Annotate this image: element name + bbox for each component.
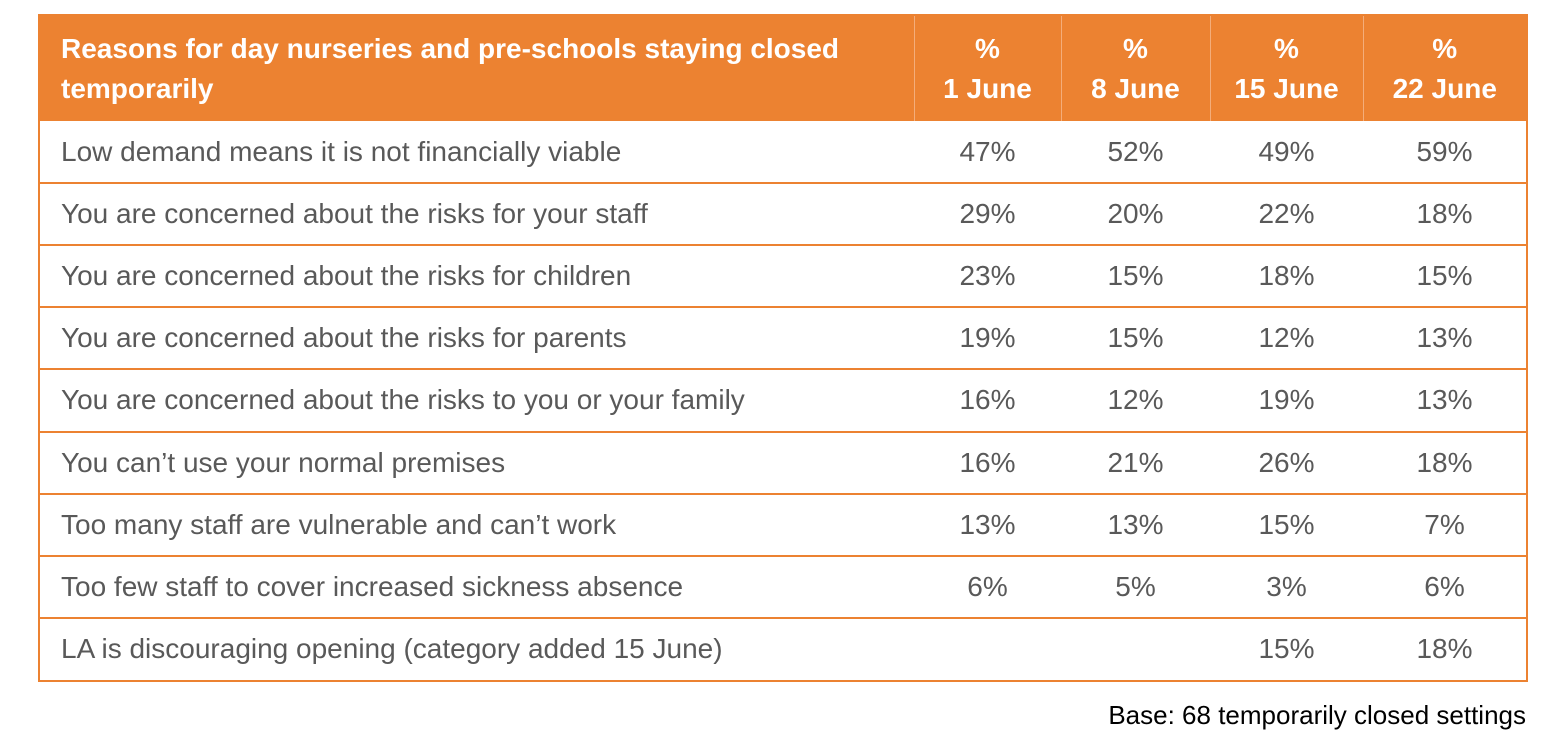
reason-cell: Too many staff are vulnerable and can’t … — [40, 492, 914, 556]
header-unit: % — [1432, 32, 1458, 64]
value-cell: 13% — [914, 492, 1061, 556]
value-cell: 12% — [1210, 306, 1363, 370]
reason-cell: You can’t use your normal premises — [40, 430, 914, 494]
value-cell: 3% — [1210, 554, 1363, 618]
header-row: Reasons for day nurseries and pre-school… — [40, 16, 1526, 121]
reason-cell: Too few staff to cover increased sicknes… — [40, 554, 914, 618]
value-cell: 6% — [1363, 554, 1526, 618]
reason-cell: You are concerned about the risks for ch… — [40, 244, 914, 308]
header-unit: % — [1123, 32, 1148, 64]
value-cell: 22% — [1210, 182, 1363, 246]
table-row: Too few staff to cover increased sicknes… — [40, 554, 1526, 618]
value-cell: 13% — [1363, 368, 1526, 432]
value-cell: 7% — [1363, 492, 1526, 556]
value-cell: 15% — [1061, 306, 1210, 370]
value-cell: 52% — [1107, 135, 1164, 167]
value-cell — [914, 616, 1061, 680]
reason-cell: You are concerned about the risks for yo… — [40, 182, 914, 246]
header-date: 15 June — [1234, 72, 1339, 104]
header-reason-line1: Reasons for day nurseries and pre-school… — [61, 32, 840, 64]
reason-cell: LA is discouraging opening (category add… — [40, 616, 914, 680]
header-date: 8 June — [1091, 72, 1180, 104]
table-row: Low demand means it is not financially v… — [40, 121, 1526, 183]
value-cell: 19% — [914, 306, 1061, 370]
value-cell: 26% — [1210, 430, 1363, 494]
reasons-table-grid: Reasons for day nurseries and pre-school… — [40, 16, 1526, 680]
value-cell: 29% — [914, 182, 1061, 246]
header-date: 22 June — [1392, 72, 1497, 104]
reason-cell: You are concerned about the risks to you… — [40, 368, 914, 432]
table-row: You are concerned about the risks to you… — [40, 368, 1526, 432]
header-reason: Reasons for day nurseries and pre-school… — [40, 16, 914, 121]
value-cell: 15% — [1210, 492, 1363, 556]
table-row: You are concerned about the risks for ch… — [40, 244, 1526, 308]
value-cell: 16% — [914, 430, 1061, 494]
base-footnote: Base: 68 temporarily closed settings — [1108, 700, 1526, 730]
table-row: You are concerned about the risks for yo… — [40, 182, 1526, 246]
value-cell: 13% — [1363, 306, 1526, 370]
value-cell: 18% — [1363, 182, 1526, 246]
value-cell: 13% — [1061, 492, 1210, 556]
value-cell: 12% — [1061, 368, 1210, 432]
table-header: Reasons for day nurseries and pre-school… — [40, 16, 1526, 121]
value-cell: 47% — [959, 135, 1016, 167]
header-date: 1 June — [943, 72, 1032, 104]
value-cell: 18% — [1363, 430, 1526, 494]
value-cell: 59% — [1416, 135, 1473, 167]
value-cell: 20% — [1061, 182, 1210, 246]
header-date-1: % 1 June — [913, 16, 1061, 121]
header-reason-line2: temporarily — [61, 72, 214, 104]
header-date-2: % 8 June — [1060, 16, 1210, 121]
value-cell: 15% — [1210, 616, 1363, 680]
reason-cell: Low demand means it is not financially v… — [61, 135, 622, 167]
reasons-table: Reasons for day nurseries and pre-school… — [38, 14, 1528, 682]
table-row: LA is discouraging opening (category add… — [40, 616, 1526, 680]
value-cell: 19% — [1210, 368, 1363, 432]
value-cell: 18% — [1210, 244, 1363, 308]
table-row: You are concerned about the risks for pa… — [40, 306, 1526, 370]
value-cell: 15% — [1363, 244, 1526, 308]
header-date-4: % 22 June — [1362, 16, 1526, 121]
value-cell: 15% — [1061, 244, 1210, 308]
value-cell: 5% — [1061, 554, 1210, 618]
value-cell: 6% — [914, 554, 1061, 618]
value-cell: 18% — [1363, 616, 1526, 680]
reason-cell: You are concerned about the risks for pa… — [40, 306, 914, 370]
header-date-3: % 15 June — [1209, 16, 1363, 121]
table-body: Low demand means it is not financially v… — [40, 121, 1526, 680]
value-cell — [1061, 616, 1210, 680]
value-cell: 23% — [914, 244, 1061, 308]
table-row: You can’t use your normal premises 16% 2… — [40, 430, 1526, 494]
value-cell: 49% — [1258, 135, 1315, 167]
value-cell: 16% — [914, 368, 1061, 432]
table-row: Too many staff are vulnerable and can’t … — [40, 492, 1526, 556]
header-unit: % — [975, 32, 1000, 64]
value-cell: 21% — [1061, 430, 1210, 494]
header-unit: % — [1274, 32, 1299, 64]
